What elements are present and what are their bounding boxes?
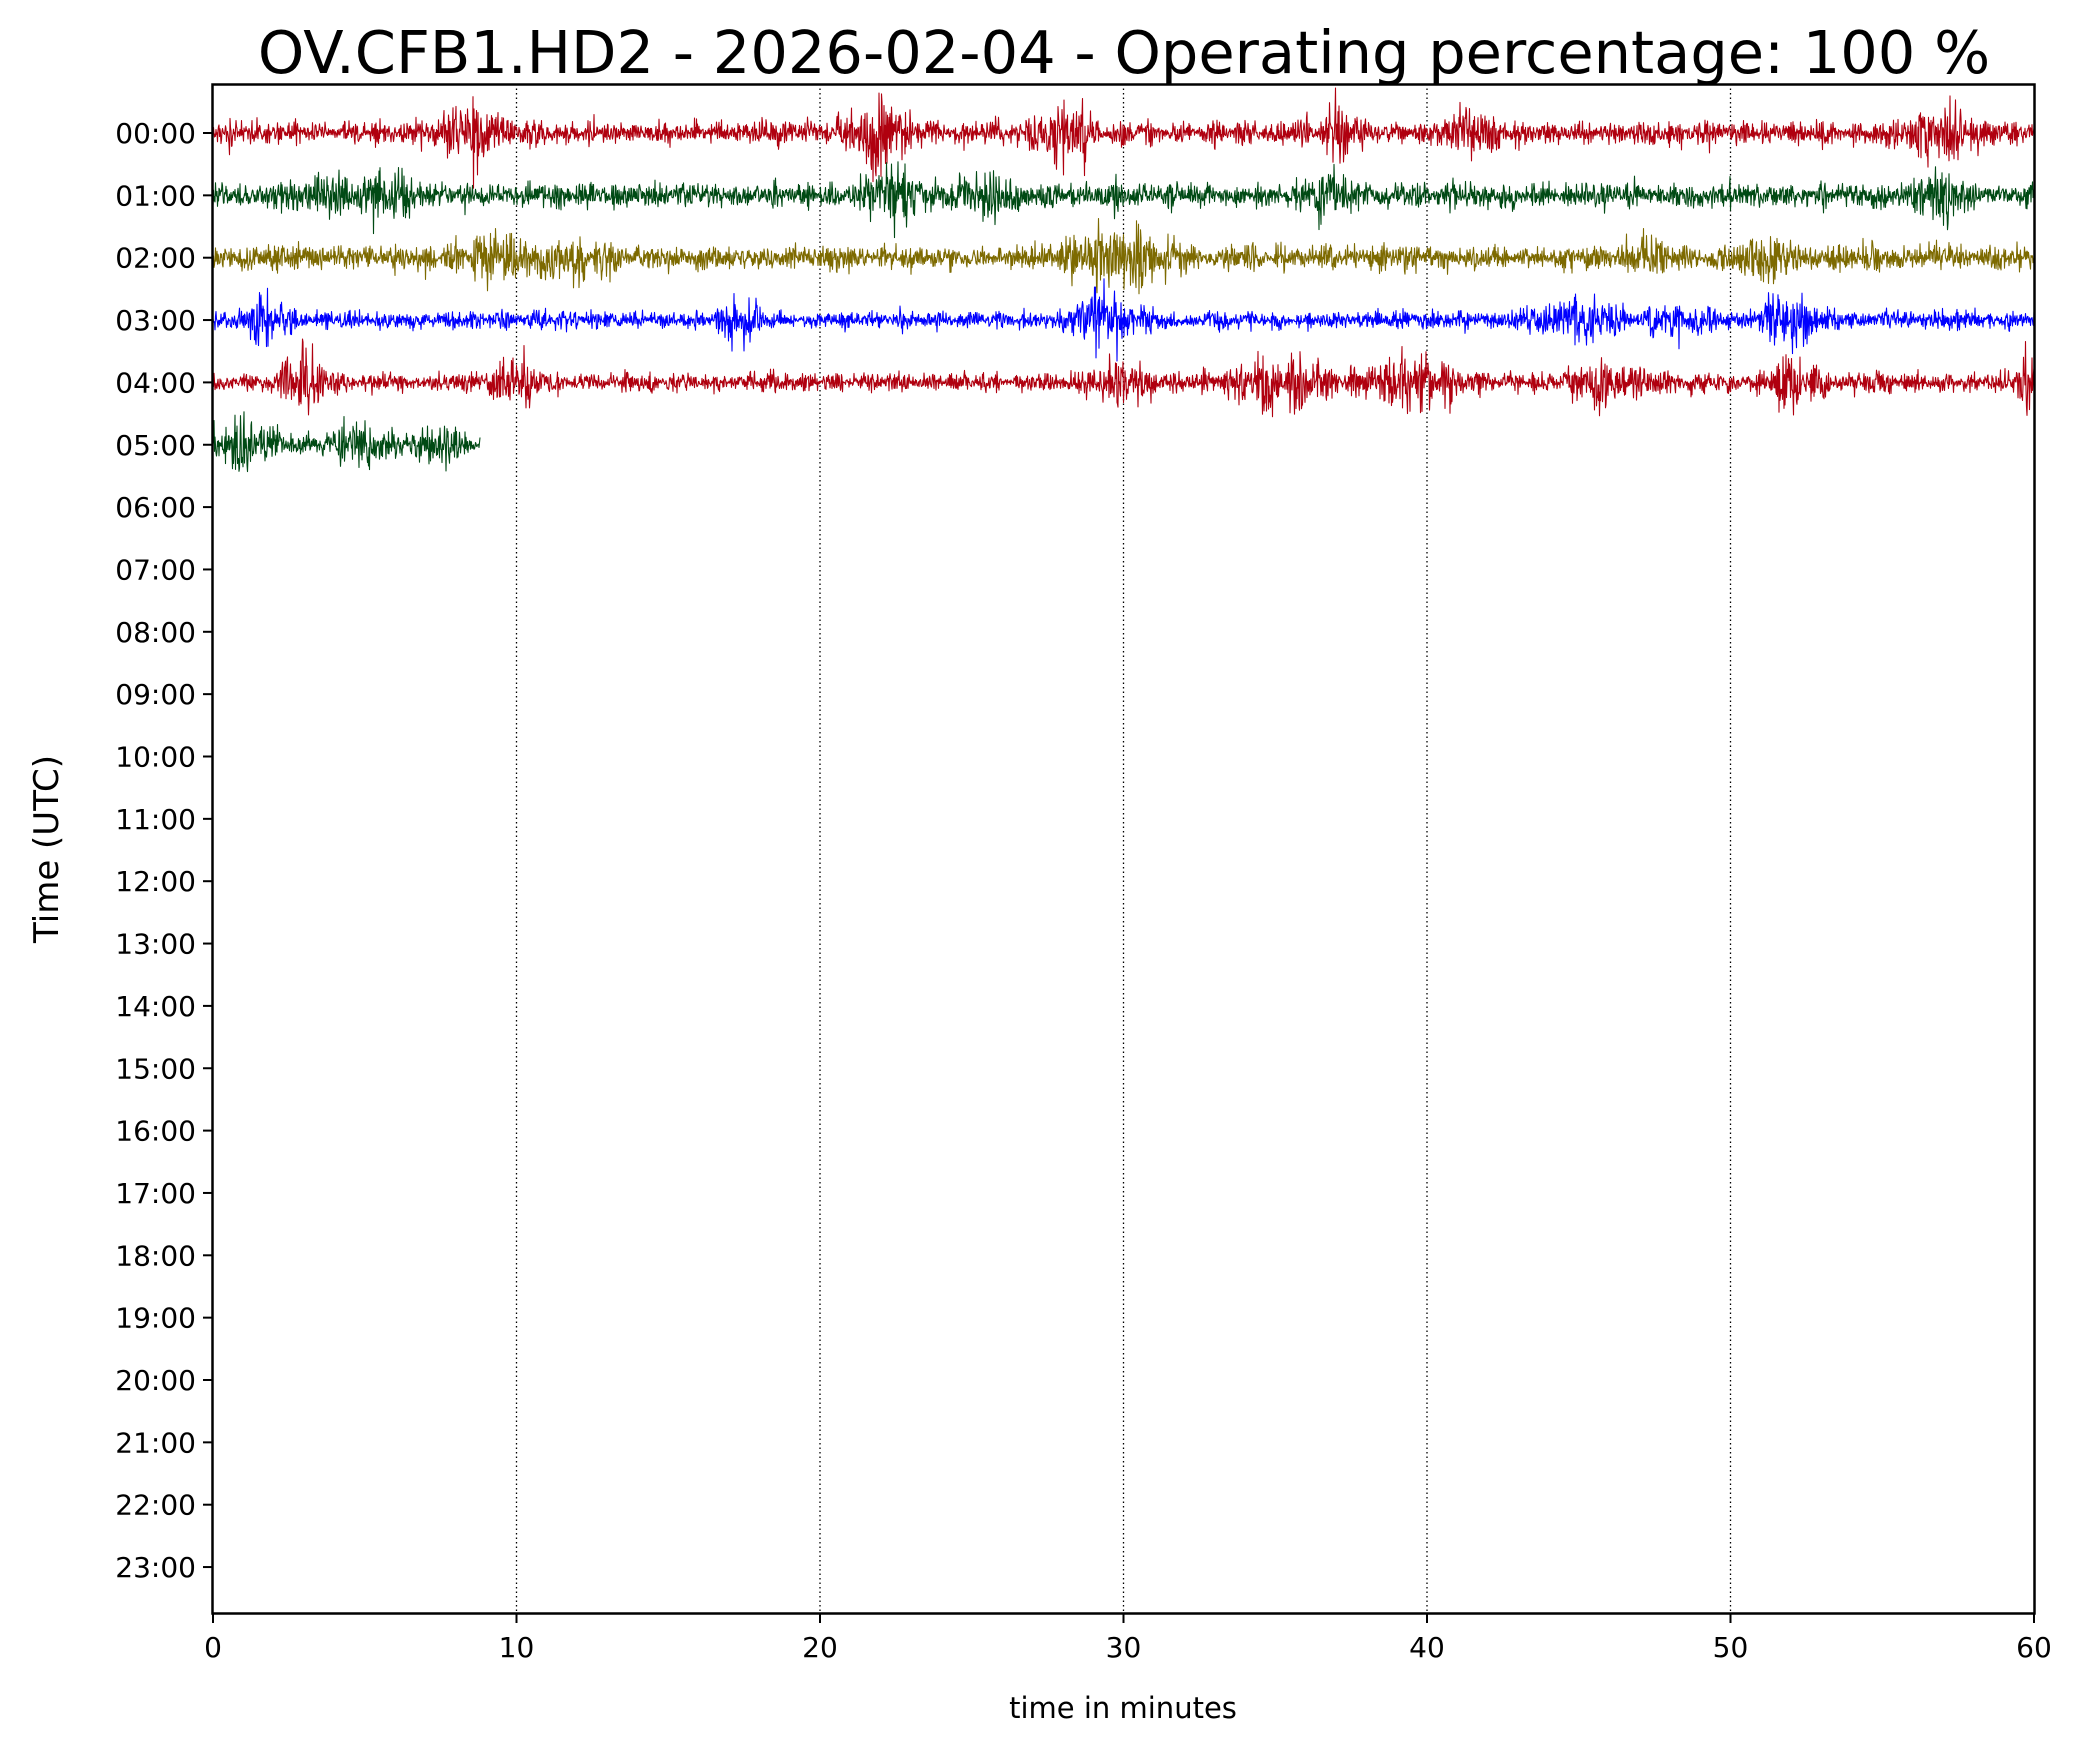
y-tick-label-1300: 13:00 xyxy=(115,928,196,961)
y-tick-label-1100: 11:00 xyxy=(115,803,196,836)
y-tick-label-1000: 10:00 xyxy=(115,741,196,774)
y-tick-label-0900: 09:00 xyxy=(115,678,196,711)
trace-0000 xyxy=(212,87,2035,189)
chart-title: OV.CFB1.HD2 - 2026-02-04 - Operating per… xyxy=(258,18,1990,87)
y-tick-label-0300: 03:00 xyxy=(115,304,196,337)
x-tick-label-50: 50 xyxy=(1713,1631,1749,1664)
y-tick-label-1600: 16:00 xyxy=(115,1115,196,1148)
x-tick-label-0: 0 xyxy=(204,1631,222,1664)
trace-0300 xyxy=(212,278,2035,362)
y-tick-label-0500: 05:00 xyxy=(115,429,196,462)
y-axis-label: Time (UTC) xyxy=(27,755,67,944)
y-tick-label-1900: 19:00 xyxy=(115,1302,196,1335)
x-tick-label-20: 20 xyxy=(802,1631,838,1664)
y-tick-label-1800: 18:00 xyxy=(115,1239,196,1272)
y-tick-label-0600: 06:00 xyxy=(115,491,196,524)
y-tick-label-0100: 01:00 xyxy=(115,179,196,212)
y-tick-label-1700: 17:00 xyxy=(115,1177,196,1210)
y-tick-label-1400: 14:00 xyxy=(115,990,196,1023)
y-tick-label-2000: 20:00 xyxy=(115,1364,196,1397)
trace-0400 xyxy=(212,338,2035,418)
x-tick-label-40: 40 xyxy=(1409,1631,1445,1664)
y-tick-label-0200: 02:00 xyxy=(115,242,196,275)
y-tick-label-1200: 12:00 xyxy=(115,865,196,898)
y-tick-label-2100: 21:00 xyxy=(115,1426,196,1459)
y-tick-label-2200: 22:00 xyxy=(115,1489,196,1522)
seismic-traces xyxy=(212,87,2035,473)
y-tick-label-0400: 04:00 xyxy=(115,366,196,399)
y-tick-label-0800: 08:00 xyxy=(115,616,196,649)
x-tick-label-10: 10 xyxy=(499,1631,535,1664)
trace-0100 xyxy=(212,161,2035,239)
x-tick-label-60: 60 xyxy=(2016,1631,2052,1664)
y-tick-label-2300: 23:00 xyxy=(115,1551,196,1584)
trace-0500 xyxy=(212,411,481,473)
trace-0200 xyxy=(212,217,2035,295)
x-axis-label: time in minutes xyxy=(1009,1691,1237,1725)
y-tick-label-0000: 00:00 xyxy=(115,117,196,150)
y-tick-label-0700: 07:00 xyxy=(115,553,196,586)
y-tick-label-1500: 15:00 xyxy=(115,1052,196,1085)
x-axis: 0 10 20 30 40 50 60 xyxy=(204,1613,2052,1664)
grid-lines xyxy=(515,84,1732,1613)
x-tick-label-30: 30 xyxy=(1106,1631,1142,1664)
y-axis: 00:00 01:00 02:00 03:00 04:00 05:00 06:00 07:00… xyxy=(115,117,213,1584)
